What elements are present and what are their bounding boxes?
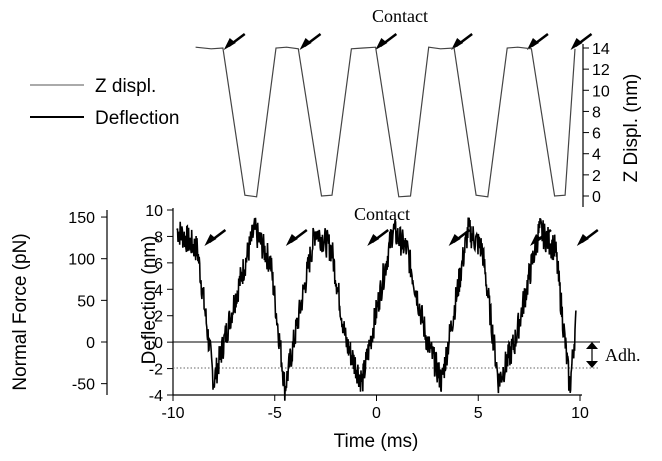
contact-arrow	[375, 33, 398, 50]
force-tick-label: 100	[68, 252, 95, 269]
deflection-axis-label: Deflection (nm)	[139, 236, 160, 365]
deflection-tick-label: 10	[145, 203, 163, 220]
time-tick-label: 10	[571, 405, 589, 422]
top-y-tick-label: 4	[592, 147, 601, 164]
contact-arrow	[223, 33, 246, 50]
top-y-ticks: 0 2 4 6 8 10 12 14	[583, 41, 610, 206]
deflection-tick-label: -2	[149, 362, 163, 379]
deflection-tick-label: 2	[154, 309, 163, 326]
time-tick-label: -5	[268, 405, 282, 422]
contact-arrow	[367, 229, 389, 246]
contact-arrow	[451, 33, 473, 50]
top-y-tick-label: 0	[592, 189, 601, 206]
force-tick-label: 50	[77, 293, 95, 310]
time-tick-label: 0	[372, 405, 381, 422]
time-tick-label: 5	[474, 405, 483, 422]
deflection-tick-label: 0	[154, 335, 163, 352]
contact-arrow	[285, 229, 308, 246]
force-axis-label: Normal Force (pN)	[10, 233, 31, 390]
adhesion-arrow	[586, 342, 598, 368]
legend: Z displ. Deflection	[30, 76, 180, 129]
top-y-tick-label: 14	[592, 41, 610, 58]
top-contact-label: Contact	[372, 6, 428, 26]
contact-arrow	[576, 229, 599, 246]
z-displacement-line	[195, 46, 576, 198]
top-y-axis-label: Z Displ. (nm)	[621, 74, 642, 183]
top-y-tick-label: 12	[592, 62, 610, 79]
top-y-tick-label: 2	[592, 168, 601, 185]
top-y-tick-label: 10	[592, 83, 610, 100]
bottom-contact-label: Contact	[354, 204, 410, 224]
contact-arrow	[526, 33, 549, 50]
time-tick-label: -10	[161, 405, 184, 422]
force-tick-label: -50	[72, 377, 95, 394]
deflection-tick-label: 6	[154, 256, 163, 273]
top-y-tick-label: 8	[592, 104, 601, 121]
force-tick-label: 150	[68, 210, 95, 227]
deflection-panel: Contact Adh. Deflection (nm) Time (ms) N…	[10, 203, 641, 452]
force-tick-label: 0	[86, 335, 95, 352]
z-displacement-panel: Contact Z Displ. (nm) 0 2 4 6 8 10 12 14	[195, 6, 642, 207]
contact-arrow	[299, 33, 322, 50]
deflection-tick-label: -4	[149, 388, 163, 405]
time-axis-label: Time (ms)	[334, 431, 419, 452]
legend-label-z-displ: Z displ.	[95, 76, 156, 97]
deflection-tick-label: 4	[154, 282, 163, 299]
legend-label-deflection: Deflection	[95, 108, 180, 129]
deflection-line	[176, 217, 577, 401]
top-contact-arrows	[223, 33, 593, 50]
deflection-tick-label: 8	[154, 229, 163, 246]
contact-arrow	[204, 229, 227, 246]
top-y-tick-label: 6	[592, 126, 601, 143]
contact-arrow	[570, 33, 593, 50]
adhesion-label: Adh.	[605, 345, 641, 365]
